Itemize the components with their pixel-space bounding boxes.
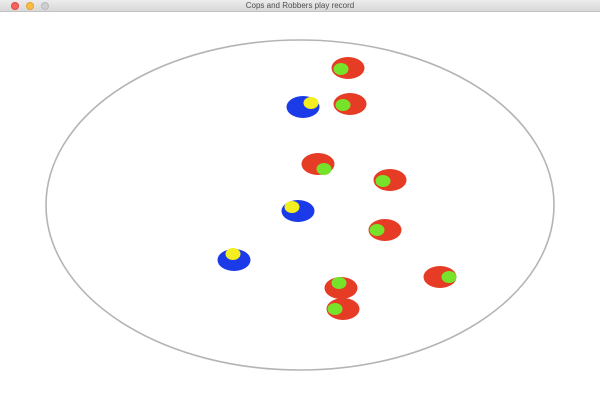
game-board <box>45 39 555 371</box>
robber-piece <box>423 266 457 288</box>
robber-marker <box>316 163 332 175</box>
cop-piece <box>281 200 315 222</box>
robber-marker <box>335 99 351 111</box>
cop-piece <box>286 96 320 118</box>
window-title: Cops and Robbers play record <box>245 1 355 10</box>
minimize-window-button[interactable] <box>26 2 34 10</box>
robber-piece <box>333 93 367 115</box>
robber-marker <box>327 303 343 315</box>
robber-piece <box>326 298 360 320</box>
robber-piece <box>331 57 365 79</box>
cop-marker <box>284 201 300 213</box>
robber-marker <box>331 277 347 289</box>
close-window-button[interactable] <box>11 2 19 10</box>
arena-boundary <box>45 39 555 371</box>
robber-marker <box>375 175 391 187</box>
maximize-window-button[interactable] <box>41 2 49 10</box>
cop-piece <box>217 248 251 271</box>
cop-marker <box>225 248 241 260</box>
pieces-layer <box>217 57 457 320</box>
robber-marker <box>333 63 349 75</box>
title-bar[interactable]: Cops and Robbers play record <box>0 0 600 12</box>
play-record-canvas <box>0 12 600 400</box>
robber-piece <box>368 219 402 241</box>
robber-piece <box>301 153 335 175</box>
cop-marker <box>303 97 319 109</box>
robber-marker <box>369 224 385 236</box>
robber-piece <box>324 277 358 299</box>
robber-marker <box>441 271 457 283</box>
robber-piece <box>373 169 407 191</box>
